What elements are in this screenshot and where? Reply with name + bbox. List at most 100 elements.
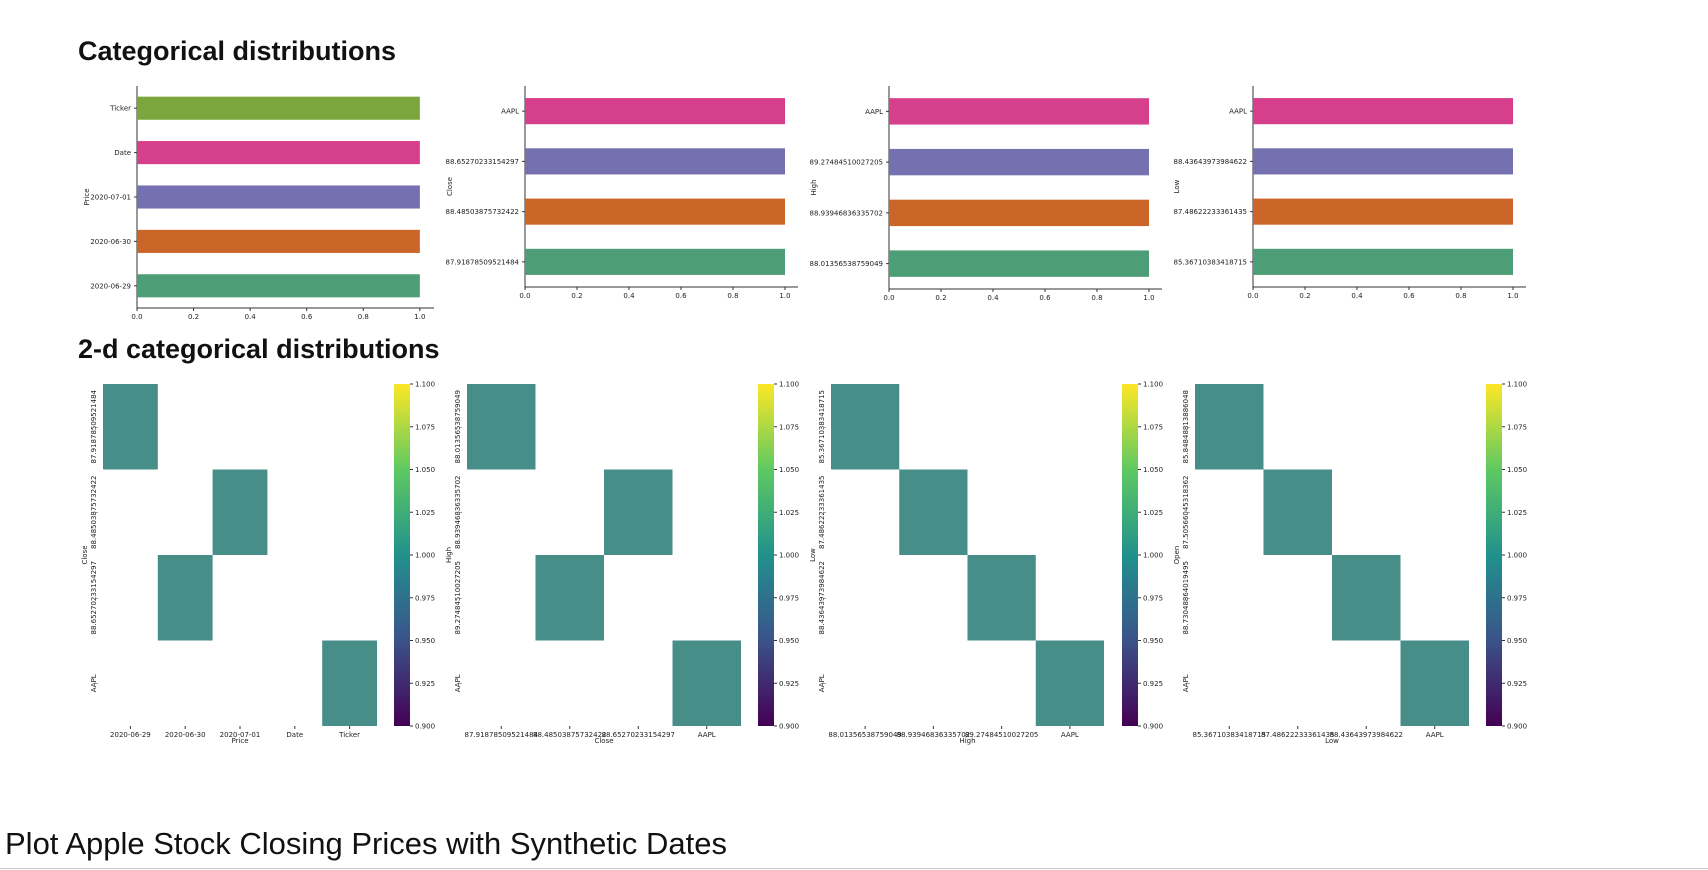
x-tick-label: 0.6 — [301, 313, 313, 321]
colorbar-tick-label: 0.925 — [779, 680, 799, 688]
colorbar-tick-label: 0.900 — [1507, 723, 1527, 731]
x-tick-label: 0.6 — [1039, 294, 1051, 302]
colorbar-tick-label: 0.950 — [1143, 637, 1163, 645]
x-tick-label: 0.8 — [727, 292, 738, 300]
y-tick-label: 87.91878509521484 — [90, 389, 98, 463]
colorbar-tick-label: 0.925 — [1507, 680, 1527, 688]
colorbar-tick-label: 0.900 — [779, 723, 799, 731]
x-tick-label: 87.48622233361435 — [1261, 731, 1334, 739]
bar — [1253, 148, 1513, 175]
y-axis-label: Close — [81, 545, 89, 564]
colorbar-tick-label: 0.975 — [1507, 594, 1527, 602]
heatmap-cell — [1035, 640, 1104, 726]
x-axis-label: Close — [594, 737, 613, 745]
bar — [525, 98, 785, 125]
colorbar — [394, 384, 410, 726]
x-tick-label: 0.0 — [883, 294, 894, 302]
x-tick-label: 2020-06-30 — [165, 731, 206, 739]
x-tick-label: 0.4 — [623, 292, 635, 300]
bar — [889, 98, 1149, 125]
heatmap-cell — [672, 640, 741, 726]
colorbar-tick-label: 0.950 — [415, 637, 435, 645]
colorbar — [1122, 384, 1138, 726]
colorbar-tick-label: 1.000 — [779, 552, 799, 560]
y-tick-mark: - — [96, 424, 98, 431]
bar — [137, 96, 420, 120]
heatmap-cell — [535, 555, 604, 641]
y-tick-label: 2020-07-01 — [90, 194, 131, 202]
y-tick-label: Date — [114, 149, 131, 157]
colorbar-tick-label: 1.025 — [415, 509, 435, 517]
y-tick-label: AAPL — [501, 108, 519, 116]
x-axis-label: Low — [1325, 737, 1339, 745]
y-axis-label: Low — [809, 548, 817, 562]
heatmap-cell — [1195, 384, 1264, 470]
heatmap-cell — [467, 384, 536, 470]
x-tick-label: 0.2 — [571, 292, 582, 300]
x-tick-label: 1.0 — [1143, 294, 1154, 302]
y-tick-mark: - — [824, 509, 826, 516]
colorbar-tick-label: 1.050 — [1507, 466, 1527, 474]
y-tick-label: 88.01356538759049 — [810, 260, 883, 268]
heatmap-cell — [1263, 469, 1332, 555]
y-axis-label: High — [810, 179, 818, 195]
x-tick-label: 87.91878509521484 — [465, 731, 539, 739]
x-tick-label: 88.65270233154297 — [602, 731, 675, 739]
y-tick-label: AAPL — [865, 108, 883, 116]
colorbar-tick-label: 0.975 — [415, 594, 435, 602]
bar — [889, 199, 1149, 227]
colorbar-tick-label: 0.900 — [415, 723, 435, 731]
colorbar-tick-label: 1.075 — [415, 423, 435, 431]
two-d-categorical-distributions-title: 2-d categorical distributions — [78, 334, 440, 364]
colorbar-tick-label: 1.100 — [415, 381, 435, 389]
colorbar-tick-label: 0.950 — [1507, 637, 1527, 645]
colorbar-tick-label: 1.025 — [1507, 509, 1527, 517]
x-tick-label: 0.8 — [1091, 294, 1102, 302]
colorbar — [758, 384, 774, 726]
y-tick-label: 88.65270233154297 — [90, 561, 98, 634]
y-tick-label: 89.27484510027205 — [454, 561, 462, 634]
y-tick-mark: - — [460, 595, 462, 602]
y-tick-label: 88.48503875732422 — [90, 476, 98, 549]
x-tick-label: 0.0 — [519, 292, 530, 300]
x-tick-label: Date — [286, 731, 303, 739]
y-axis-label: Price — [83, 188, 91, 205]
colorbar-tick-label: 0.925 — [1143, 680, 1163, 688]
colorbar-tick-label: 1.075 — [1507, 423, 1527, 431]
x-tick-label: 0.6 — [1403, 292, 1415, 300]
bar — [525, 198, 785, 225]
bar — [1253, 98, 1513, 125]
x-tick-label: 0.8 — [358, 313, 369, 321]
y-tick-label: 85.36710383418715 — [818, 390, 826, 463]
colorbar-tick-label: 1.100 — [779, 381, 799, 389]
x-tick-label: 0.0 — [1247, 292, 1258, 300]
x-tick-label: 1.0 — [779, 292, 790, 300]
y-axis-label: Low — [1173, 179, 1181, 193]
y-tick-mark: - — [1188, 595, 1190, 602]
x-tick-label: 0.2 — [1299, 292, 1310, 300]
cell-divider — [0, 868, 1708, 869]
bar — [137, 141, 420, 165]
y-tick-label: 2020-06-30 — [90, 238, 131, 246]
colorbar-tick-label: 0.975 — [779, 594, 799, 602]
colorbar-tick-label: 1.000 — [1143, 552, 1163, 560]
y-tick-label: 89.27484510027205 — [810, 159, 883, 167]
x-tick-label: 88.93946836335702 — [897, 731, 970, 739]
y-tick-label: AAPL — [1182, 674, 1190, 692]
colorbar-tick-label: 1.050 — [1143, 466, 1163, 474]
colorbar-tick-label: 0.950 — [779, 637, 799, 645]
x-tick-label: 0.4 — [1351, 292, 1363, 300]
x-tick-label: 88.48503875732422 — [533, 731, 606, 739]
bar — [525, 148, 785, 175]
heatmap-cell — [103, 384, 158, 470]
y-tick-label: 87.48622233361435 — [818, 476, 826, 549]
x-tick-label: 0.4 — [987, 294, 999, 302]
y-tick-mark: - — [96, 509, 98, 516]
colorbar-tick-label: 1.050 — [779, 466, 799, 474]
colorbar-tick-label: 1.000 — [1507, 552, 1527, 560]
y-tick-label: AAPL — [818, 674, 826, 692]
colorbar-tick-label: 0.900 — [1143, 723, 1163, 731]
y-tick-label: AAPL — [1229, 108, 1247, 116]
y-tick-label: Ticker — [109, 105, 131, 113]
y-tick-label: AAPL — [454, 674, 462, 692]
